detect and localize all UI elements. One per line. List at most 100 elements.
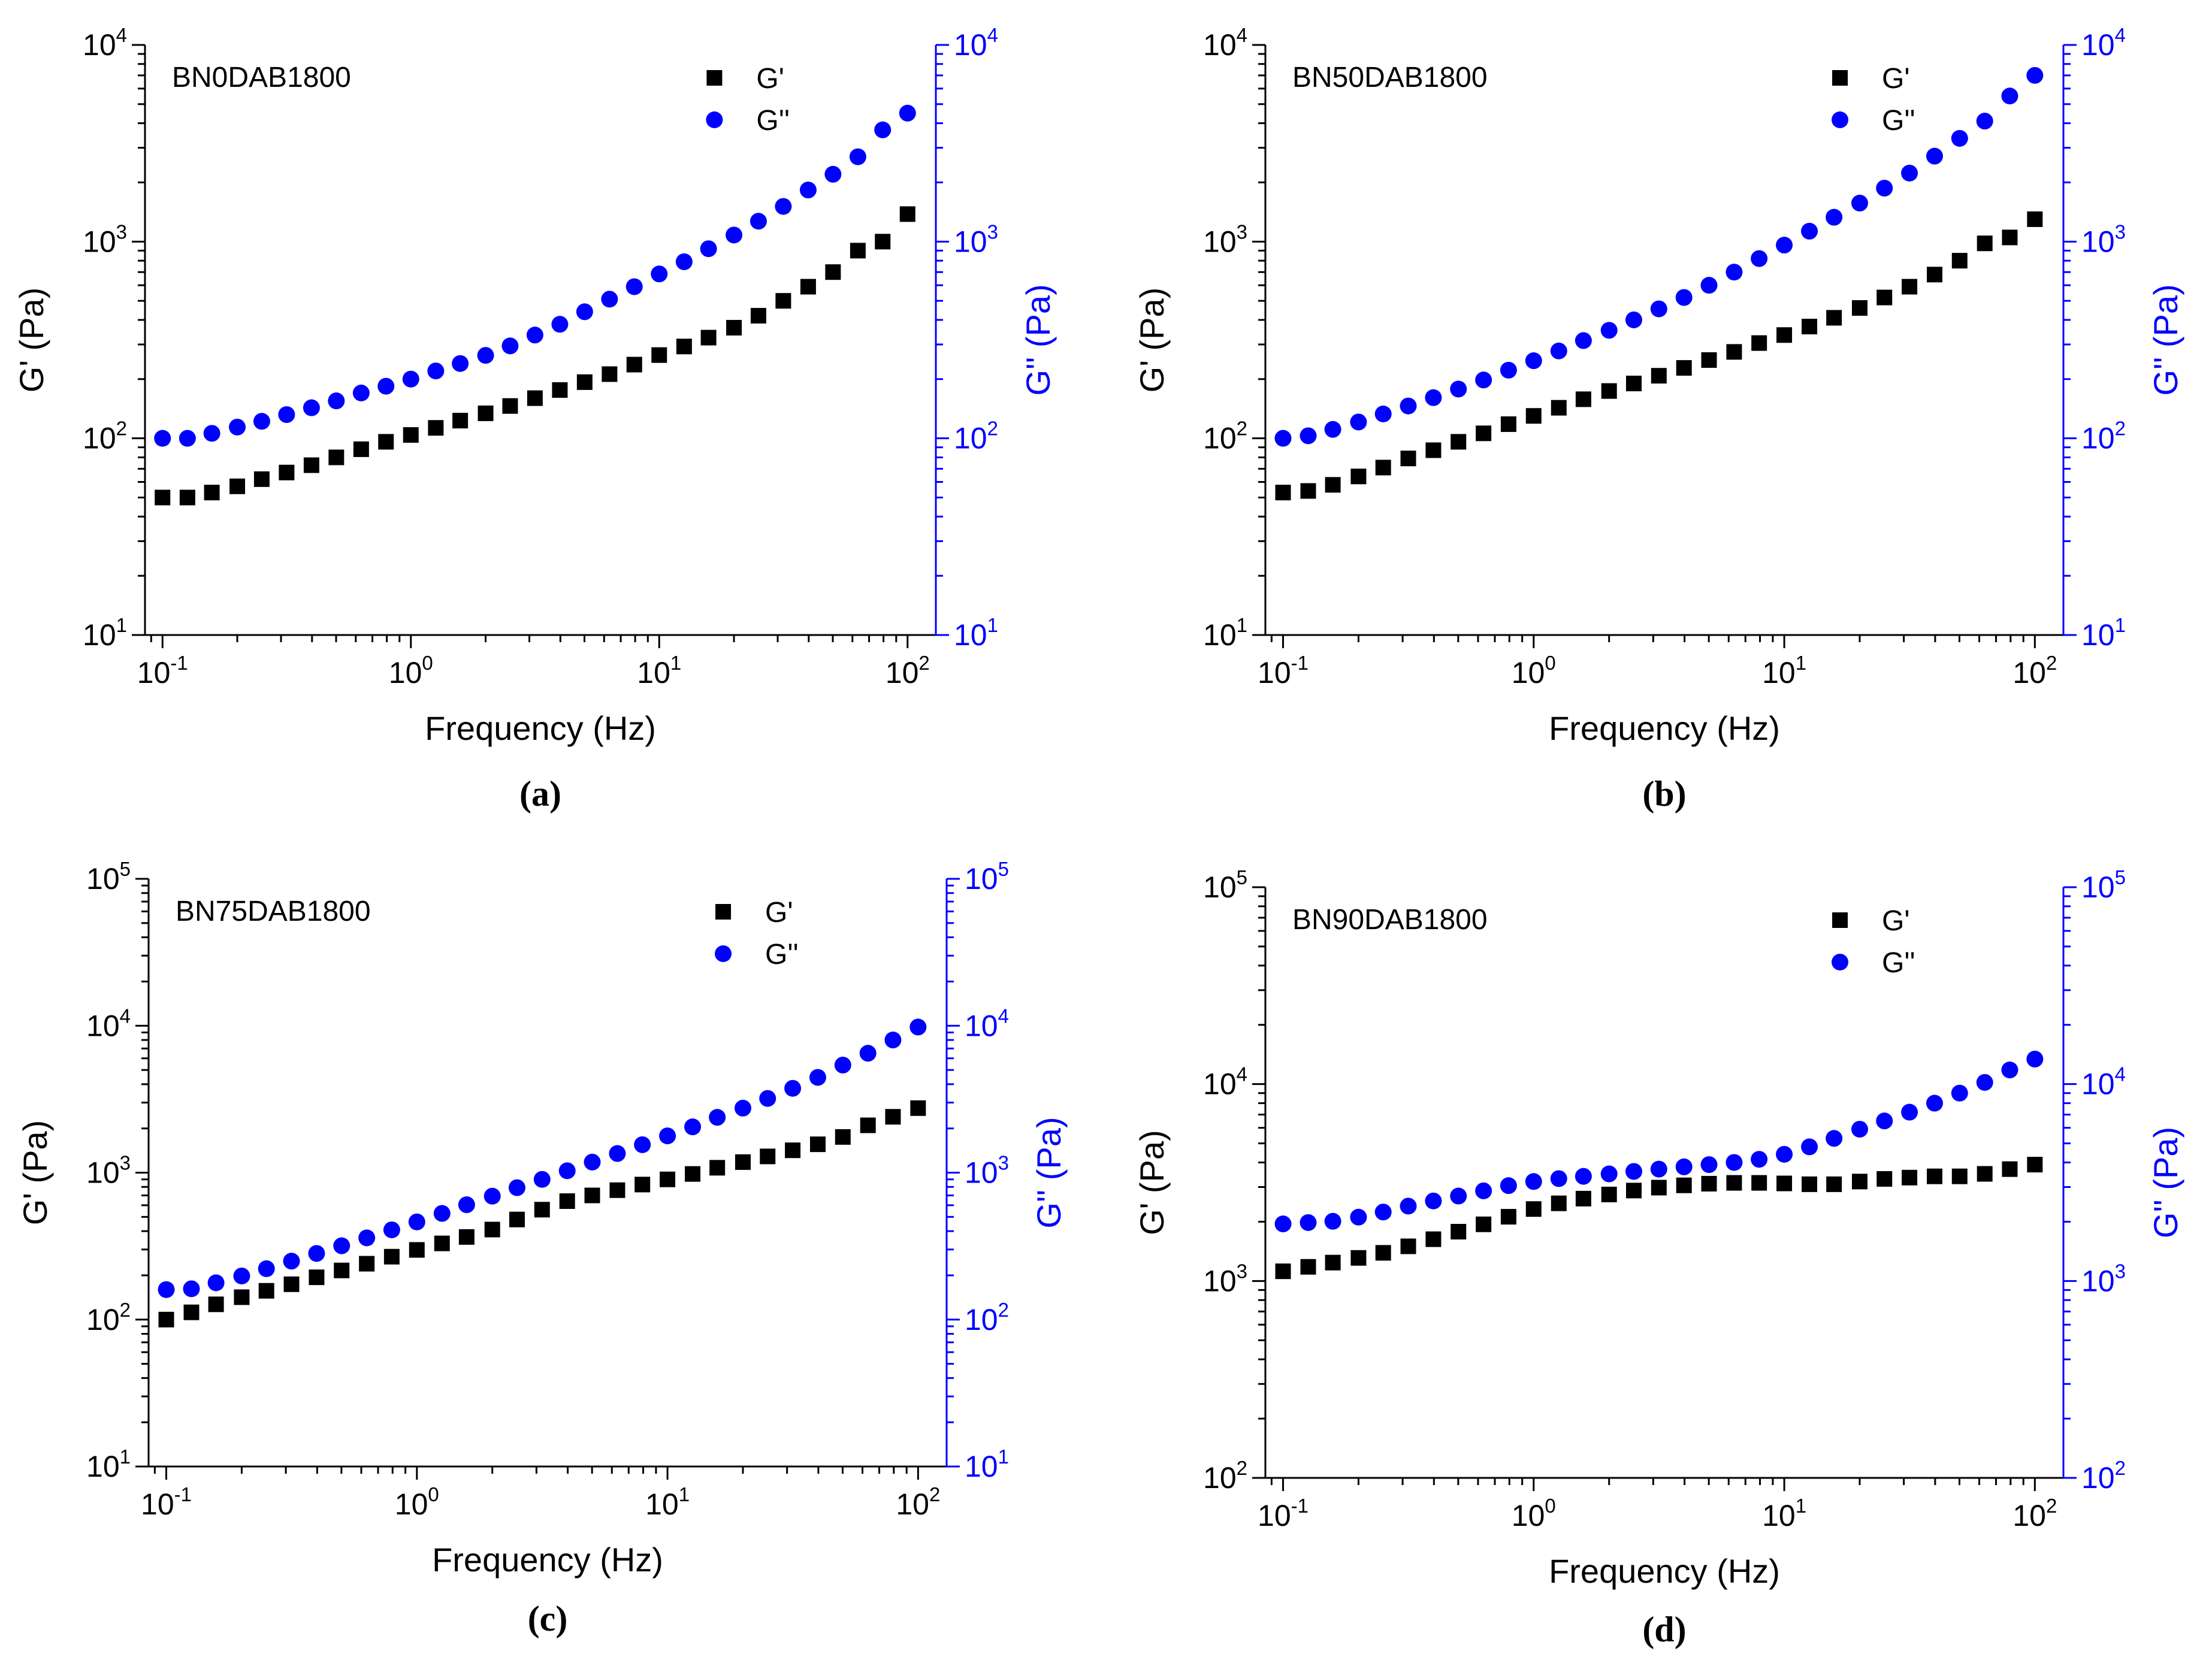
panel-label: (b) bbox=[1642, 774, 1686, 814]
y-right-tick-label: 102 bbox=[954, 418, 998, 455]
legend-circle-marker bbox=[1832, 111, 1849, 128]
g-double-prime-point bbox=[458, 1196, 475, 1214]
g-prime-point bbox=[651, 347, 667, 363]
x-tick-label: 101 bbox=[1762, 1495, 1806, 1532]
g-double-prime-point bbox=[824, 165, 842, 183]
legend-square-marker bbox=[706, 70, 723, 86]
g-double-prime-point bbox=[759, 1090, 776, 1107]
g-prime-point bbox=[1851, 1174, 1867, 1190]
g-double-prime-point bbox=[659, 1127, 676, 1145]
g-double-prime-point bbox=[874, 121, 892, 138]
g-prime-point bbox=[1400, 1238, 1416, 1254]
g-prime-point bbox=[2002, 1161, 2018, 1177]
g-double-prime-point bbox=[203, 425, 220, 442]
g-double-prime-point bbox=[2001, 1062, 2018, 1079]
y-right-tick-label: 103 bbox=[954, 220, 998, 258]
legend-label-g-double-prime: G'' bbox=[756, 105, 790, 137]
g-double-prime-point bbox=[352, 385, 370, 402]
g-double-prime-point bbox=[303, 399, 320, 416]
g-double-prime-point bbox=[1826, 1130, 1843, 1147]
panel-label: (d) bbox=[1642, 1610, 1686, 1649]
g-prime-point bbox=[1325, 1254, 1341, 1271]
g-double-prime-point bbox=[709, 1109, 726, 1126]
g-prime-point bbox=[383, 1248, 400, 1265]
g-double-prime-point bbox=[1374, 406, 1392, 423]
sample-label: BN90DAB1800 bbox=[1292, 904, 1488, 936]
g-prime-point bbox=[685, 1166, 701, 1182]
g-prime-point bbox=[1551, 400, 1567, 416]
g-double-prime-point bbox=[884, 1032, 902, 1049]
g-double-prime-point bbox=[1425, 1192, 1442, 1210]
g-prime-point bbox=[409, 1242, 425, 1258]
g-double-prime-point bbox=[1600, 322, 1618, 339]
y-right-tick-label: 105 bbox=[965, 858, 1009, 896]
g-prime-point bbox=[1701, 352, 1717, 368]
g-double-prime-point bbox=[229, 418, 246, 436]
g-prime-point bbox=[353, 441, 369, 457]
g-prime-point bbox=[785, 1142, 801, 1159]
y-left-tick-label: 102 bbox=[86, 1299, 131, 1337]
g-double-prime-point bbox=[1751, 1151, 1768, 1168]
y-left-tick-label: 103 bbox=[83, 220, 127, 258]
g-prime-point bbox=[478, 405, 494, 421]
y-left-tick-label: 104 bbox=[86, 1005, 131, 1042]
g-double-prime-point bbox=[377, 377, 395, 395]
y-right-tick-label: 103 bbox=[965, 1152, 1009, 1190]
x-tick-label: 102 bbox=[886, 652, 930, 690]
g-prime-point bbox=[1977, 1166, 1993, 1182]
g-prime-point bbox=[1425, 1231, 1442, 1247]
g-double-prime-point bbox=[675, 253, 693, 270]
legend-circle-marker bbox=[1832, 954, 1849, 970]
g-double-prime-point bbox=[1700, 277, 1718, 294]
g-double-prime-point bbox=[427, 362, 445, 380]
g-prime-point bbox=[502, 398, 518, 414]
g-double-prime-point bbox=[1374, 1204, 1392, 1221]
g-prime-point bbox=[1802, 1176, 1818, 1192]
g-prime-point bbox=[1625, 1183, 1642, 1199]
g-double-prime-point bbox=[1625, 311, 1642, 328]
g-prime-point bbox=[1625, 376, 1642, 392]
panel-label: (a) bbox=[519, 774, 561, 814]
g-double-prime-point bbox=[651, 265, 668, 283]
g-prime-point bbox=[1476, 425, 1492, 442]
g-double-prime-point bbox=[1500, 361, 1517, 379]
g-double-prime-point bbox=[1550, 1170, 1567, 1187]
g-prime-point bbox=[1500, 416, 1516, 433]
y-right-axis-title: G'' (Pa) bbox=[2147, 1127, 2184, 1238]
x-axis-title: Frequency (Hz) bbox=[1549, 709, 1780, 747]
legend-label-g-double-prime: G'' bbox=[1882, 947, 1915, 979]
g-double-prime-point bbox=[433, 1205, 451, 1222]
g-double-prime-point bbox=[799, 182, 817, 199]
g-prime-point bbox=[303, 457, 319, 473]
g-prime-point bbox=[885, 1109, 901, 1125]
g-double-prime-point bbox=[1300, 427, 1317, 445]
g-prime-point bbox=[1751, 335, 1767, 351]
g-prime-point bbox=[775, 293, 791, 309]
g-prime-point bbox=[258, 1283, 274, 1299]
g-prime-point bbox=[1676, 360, 1692, 376]
g-prime-point bbox=[809, 1136, 826, 1153]
g-double-prime-point bbox=[1926, 147, 1943, 165]
g-double-prime-point bbox=[1976, 1074, 1993, 1091]
legend-label-g-double-prime: G'' bbox=[1882, 105, 1915, 137]
g-double-prime-point bbox=[1274, 1215, 1292, 1233]
y-left-tick-label: 103 bbox=[1203, 220, 1247, 258]
g-double-prime-point bbox=[775, 198, 792, 215]
g-double-prime-point bbox=[1876, 180, 1893, 197]
g-double-prime-point bbox=[533, 1171, 551, 1188]
g-double-prime-point bbox=[1300, 1214, 1317, 1231]
g-prime-point bbox=[800, 279, 816, 295]
g-double-prime-point bbox=[233, 1267, 250, 1284]
y-left-tick-label: 104 bbox=[83, 24, 127, 62]
y-left-axis-title: G' (Pa) bbox=[16, 1120, 54, 1226]
g-prime-point bbox=[1451, 434, 1467, 450]
sample-label: BN50DAB1800 bbox=[1292, 62, 1488, 93]
g-double-prime-point bbox=[1525, 352, 1542, 370]
g-prime-point bbox=[1651, 368, 1667, 384]
g-prime-point bbox=[403, 427, 419, 443]
g-prime-point bbox=[1375, 1245, 1391, 1261]
g-prime-point bbox=[602, 366, 618, 382]
legend-circle-marker bbox=[715, 945, 732, 962]
g-prime-point bbox=[1575, 1190, 1591, 1207]
